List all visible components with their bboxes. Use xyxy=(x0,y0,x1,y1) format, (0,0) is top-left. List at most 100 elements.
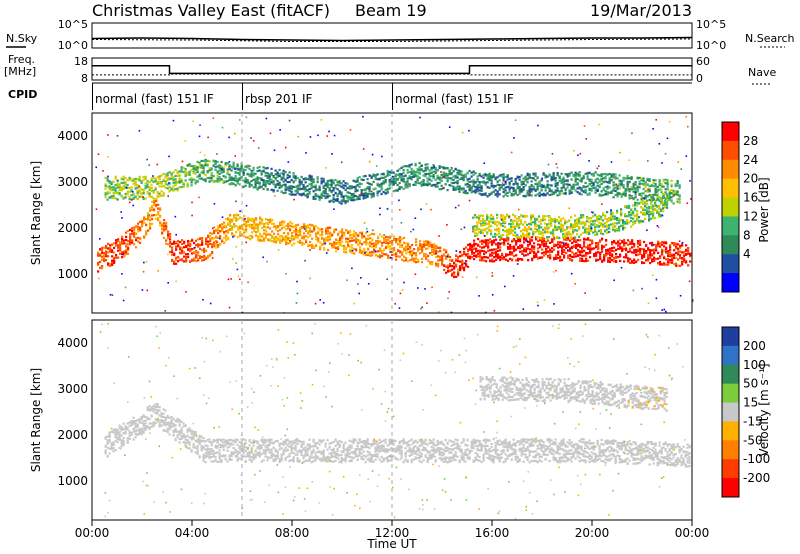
data-cell xyxy=(600,190,603,193)
data-cell xyxy=(651,254,654,257)
data-cell xyxy=(298,193,301,196)
data-cell xyxy=(527,247,530,250)
data-cell xyxy=(202,178,205,181)
data-cell xyxy=(447,269,450,273)
data-cell xyxy=(457,271,460,274)
data-cell xyxy=(263,223,266,226)
data-cell xyxy=(644,198,647,201)
data-cell xyxy=(590,185,593,188)
data-cell xyxy=(558,179,561,183)
data-cell xyxy=(397,239,400,242)
data-cell xyxy=(636,188,639,191)
data-cell xyxy=(496,176,499,179)
data-cell xyxy=(508,216,511,219)
data-cell xyxy=(402,187,405,191)
data-cell xyxy=(429,262,432,266)
data-cell xyxy=(209,234,212,238)
data-cell xyxy=(176,170,179,173)
data-cell xyxy=(288,185,291,188)
data-cell xyxy=(108,185,111,188)
data-cell xyxy=(497,256,500,260)
data-cell xyxy=(169,240,172,244)
data-cell xyxy=(182,184,185,188)
data-cell xyxy=(564,187,567,190)
data-cell xyxy=(420,168,423,171)
data-cell xyxy=(670,183,673,186)
data-cell xyxy=(567,238,570,241)
data-cell xyxy=(589,251,592,254)
data-cell xyxy=(450,181,453,184)
data-cell xyxy=(250,175,253,178)
data-cell xyxy=(345,246,348,250)
data-cell xyxy=(604,190,607,193)
data-cell xyxy=(687,252,690,255)
data-cell xyxy=(223,232,226,235)
data-cell xyxy=(510,230,513,233)
data-cell xyxy=(404,185,407,188)
data-cell xyxy=(539,246,542,249)
data-cell xyxy=(393,253,396,256)
data-cell xyxy=(248,182,251,186)
data-cell xyxy=(548,188,551,191)
data-cell xyxy=(126,190,129,193)
data-cell xyxy=(275,225,278,228)
data-cell xyxy=(147,214,150,217)
data-cell xyxy=(135,232,138,235)
data-cell xyxy=(511,245,514,249)
data-cell xyxy=(406,165,409,168)
data-cell xyxy=(569,258,572,261)
data-cell xyxy=(455,275,458,278)
data-cell xyxy=(152,176,155,180)
data-cell xyxy=(545,240,548,244)
data-cell xyxy=(598,179,601,182)
data-cell xyxy=(127,239,130,243)
data-cell xyxy=(247,217,250,220)
data-cell xyxy=(568,191,571,194)
data-cell xyxy=(205,242,208,246)
data-cell xyxy=(169,250,172,254)
data-cell xyxy=(121,251,124,254)
data-cell xyxy=(281,239,284,242)
data-cell xyxy=(526,232,529,235)
data-cell xyxy=(526,229,529,233)
data-cell xyxy=(150,186,153,189)
data-cell xyxy=(106,185,109,188)
data-cell xyxy=(162,191,165,195)
data-cell xyxy=(163,222,166,225)
data-cell xyxy=(573,252,576,255)
data-cell xyxy=(502,179,505,182)
data-cell xyxy=(344,182,347,185)
data-cell xyxy=(302,185,305,189)
data-cell xyxy=(109,244,112,247)
freq-tick-top: 18 xyxy=(74,55,88,68)
data-cell xyxy=(526,189,529,193)
data-cell xyxy=(490,178,493,181)
data-cell xyxy=(287,232,290,235)
data-cell xyxy=(323,247,326,250)
data-cell xyxy=(474,232,477,235)
data-cell xyxy=(247,236,250,239)
data-cell xyxy=(268,175,271,178)
data-cell xyxy=(273,236,276,239)
data-cell xyxy=(256,179,259,183)
data-cell xyxy=(479,255,482,258)
data-cell xyxy=(224,164,227,167)
data-cell xyxy=(475,255,478,258)
data-cell xyxy=(557,256,560,260)
data-cell xyxy=(267,219,270,222)
data-cell xyxy=(406,186,409,189)
data-cell xyxy=(304,194,307,197)
data-cell xyxy=(438,178,441,181)
data-cell xyxy=(441,254,444,257)
data-cell xyxy=(491,248,494,251)
data-cell xyxy=(339,237,342,240)
data-cell xyxy=(522,234,525,238)
data-cell xyxy=(662,178,665,182)
data-cell xyxy=(416,169,419,172)
data-cell xyxy=(245,236,248,239)
data-cell xyxy=(273,232,276,235)
data-cell xyxy=(310,187,313,190)
data-cell xyxy=(224,162,227,165)
data-cell xyxy=(321,228,324,231)
data-cell xyxy=(109,247,112,250)
